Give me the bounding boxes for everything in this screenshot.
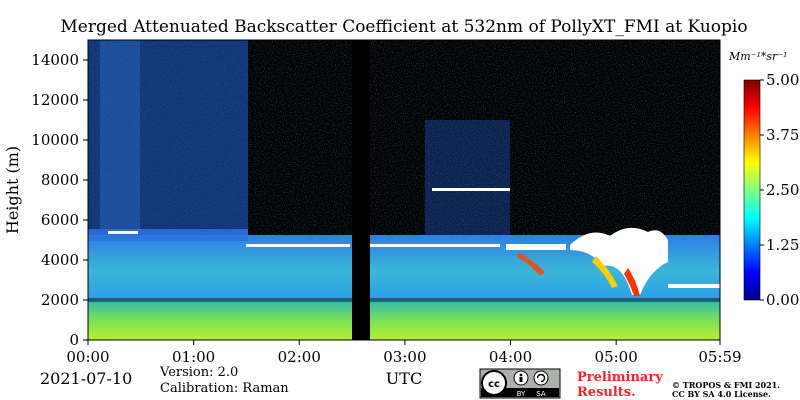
colorbar-tick-label: 0.00 <box>766 291 799 309</box>
cloud-layer-2 <box>246 244 350 247</box>
preliminary-line-2: Results. <box>577 385 636 400</box>
cc-icon-text: cc <box>488 379 500 390</box>
colorbar-tick-label: 1.25 <box>766 236 799 254</box>
calibration-label: Calibration: Raman <box>160 381 289 396</box>
cloud-layer-3 <box>370 244 500 247</box>
daylight-noise-left <box>88 40 248 240</box>
copyright-line-1: © TROPOS & FMI 2021. <box>672 380 780 390</box>
colorbar-tick-label: 5.00 <box>766 71 799 89</box>
y-tick-label: 8000 <box>41 171 79 189</box>
cloud-layer-1 <box>108 231 138 234</box>
x-tick-label: 05:59 <box>698 348 741 366</box>
colorbar-unit: Mm⁻¹*sr⁻¹ <box>728 50 788 63</box>
y-tick-label: 6000 <box>41 211 79 229</box>
copyright-line-2: CC BY SA 4.0 License. <box>672 389 771 399</box>
boundary-layer-edge <box>88 298 720 302</box>
convective-cloud <box>506 227 720 296</box>
y-tick-label: 2000 <box>41 291 79 309</box>
x-tick-label: 04:00 <box>489 348 532 366</box>
plot-area <box>87 39 721 341</box>
y-axis-label: Height (m) <box>3 146 22 234</box>
y-tick-label: 10000 <box>31 131 79 149</box>
daylight-noise-streak <box>100 40 140 230</box>
cloud-layer-4 <box>432 188 510 191</box>
y-axis: 0 2000 4000 6000 8000 10000 12000 14000 <box>31 51 88 349</box>
version-label: Version: 2.0 <box>159 365 238 380</box>
colorbar-ramp <box>743 79 761 301</box>
boundary-layer <box>88 300 720 340</box>
daylight-noise-03 <box>425 120 510 240</box>
sa-label: SA <box>536 390 546 398</box>
by-label: BY <box>517 390 526 398</box>
y-tick-label: 12000 <box>31 91 79 109</box>
y-tick-label: 0 <box>69 331 79 349</box>
date-label: 2021-07-10 <box>40 369 132 388</box>
cc-icon <box>481 370 507 396</box>
colorbar: Mm⁻¹*sr⁻¹ 0.00 1.25 2.50 3.75 5.00 <box>728 50 799 309</box>
x-axis-label: UTC <box>386 369 422 388</box>
x-tick-label: 02:00 <box>278 348 321 366</box>
preliminary-line-1: Preliminary <box>577 370 663 385</box>
data-gap <box>352 40 370 340</box>
x-tick-label: 00:00 <box>66 348 109 366</box>
colorbar-tick-label: 2.50 <box>766 181 799 199</box>
y-tick-label: 14000 <box>31 51 79 69</box>
x-tick-label: 03:00 <box>383 348 426 366</box>
x-tick-label: 01:00 <box>172 348 215 366</box>
y-tick-label: 4000 <box>41 251 79 269</box>
chart-title: Merged Attenuated Backscatter Coefficien… <box>60 17 747 37</box>
cc-license-badge: cc BY SA <box>479 368 561 399</box>
colorbar-tick-label: 3.75 <box>766 126 799 144</box>
x-axis: 00:00 01:00 02:00 03:00 04:00 05:00 05:59 <box>66 340 742 366</box>
aerosol-layer-upper-left <box>88 229 248 241</box>
plot-frame <box>87 39 721 341</box>
x-tick-label: 05:00 <box>595 348 638 366</box>
colorbar-ticks: 0.00 1.25 2.50 3.75 5.00 <box>760 71 799 309</box>
sa-icon <box>533 370 549 386</box>
